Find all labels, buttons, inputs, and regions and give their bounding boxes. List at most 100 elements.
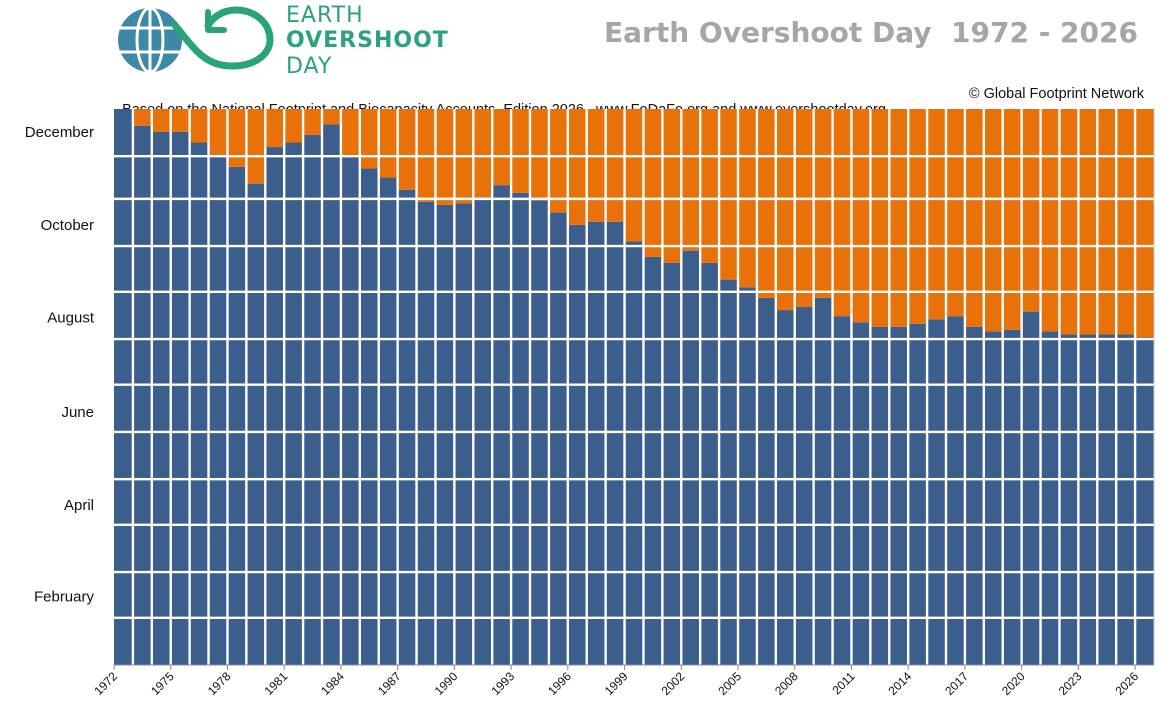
bar-before-2019 <box>1002 329 1022 665</box>
bar-before-2018 <box>983 331 1003 665</box>
bar-after-1981 <box>284 109 304 143</box>
bar-after-2002 <box>681 109 701 251</box>
bar-before-1982 <box>303 134 322 666</box>
bar-before-1987 <box>397 189 417 665</box>
credit-text: © Global Footprint Network <box>968 86 1144 102</box>
bar-after-2025 <box>1116 109 1136 335</box>
bar-after-1985 <box>359 109 379 169</box>
bar-before-1996 <box>567 224 587 665</box>
bar-after-2026 <box>1135 109 1154 338</box>
bar-before-2007 <box>775 310 795 665</box>
bar-before-1988 <box>416 201 436 666</box>
bar-before-1992 <box>492 185 512 666</box>
bar-after-1993 <box>511 109 530 193</box>
bar-after-1997 <box>586 109 606 222</box>
bar-before-2026 <box>1135 337 1154 665</box>
x-tick-label-1993: 1993 <box>488 669 517 698</box>
bar-before-2000 <box>643 256 663 665</box>
bar-after-1974 <box>151 109 171 132</box>
bars-layer <box>114 109 1154 666</box>
chart-title: Earth Overshoot Day 1972 - 2026 <box>604 16 1138 49</box>
bar-after-1977 <box>208 109 228 155</box>
x-tick-label-2020: 2020 <box>999 669 1028 698</box>
bar-after-2021 <box>1040 109 1060 332</box>
y-tick-label-april: April <box>64 497 94 514</box>
bar-before-2010 <box>832 316 852 665</box>
bar-before-1974 <box>151 131 171 666</box>
bar-before-2013 <box>889 326 909 665</box>
x-tick-label-2005: 2005 <box>715 669 744 698</box>
bar-before-2009 <box>813 297 833 665</box>
bar-before-2006 <box>756 297 776 665</box>
bar-after-2008 <box>794 109 814 308</box>
x-tick-label-2014: 2014 <box>886 669 915 698</box>
y-tick-label-june: June <box>61 404 94 421</box>
bar-after-1980 <box>265 109 285 148</box>
bar-after-1986 <box>378 109 398 178</box>
x-tick-label-1987: 1987 <box>375 669 404 698</box>
bar-after-1978 <box>227 109 247 167</box>
bar-before-2022 <box>1059 334 1079 665</box>
bar-after-2013 <box>889 109 909 327</box>
bar-after-2000 <box>643 109 663 257</box>
logo-line3: DAY <box>286 54 332 79</box>
bar-before-2002 <box>681 250 701 665</box>
bar-after-2006 <box>756 109 776 298</box>
grid-layer <box>114 109 1154 665</box>
x-tick-label-1975: 1975 <box>148 669 177 698</box>
bar-before-1980 <box>265 147 285 665</box>
bar-before-1990 <box>454 203 474 665</box>
x-tick-label-2011: 2011 <box>829 669 857 697</box>
x-tick-label-2008: 2008 <box>772 669 801 698</box>
bar-after-2009 <box>813 109 833 298</box>
bar-before-1973 <box>132 125 152 665</box>
bar-after-2022 <box>1059 109 1079 335</box>
y-tick-label-december: December <box>25 124 94 141</box>
globe-infinity-arrow-icon <box>118 6 274 74</box>
bar-after-2003 <box>700 109 720 263</box>
bar-before-2001 <box>662 262 682 665</box>
bar-before-1976 <box>189 142 209 665</box>
bar-before-1999 <box>624 241 644 665</box>
bar-after-1973 <box>132 109 152 126</box>
bar-before-1995 <box>548 212 568 665</box>
bar-before-1997 <box>586 221 606 666</box>
bar-after-1987 <box>397 109 417 190</box>
bar-before-2023 <box>1078 334 1098 665</box>
y-tick-label-february: February <box>34 588 95 605</box>
bar-after-2023 <box>1078 109 1098 335</box>
bar-before-1972 <box>114 109 133 665</box>
y-tick-label-august: August <box>47 310 95 327</box>
bar-after-1979 <box>246 109 266 184</box>
y-tick-label-october: October <box>41 217 94 234</box>
bar-after-1994 <box>530 109 549 201</box>
bar-after-2001 <box>662 109 682 263</box>
bar-after-2014 <box>908 109 928 324</box>
bar-after-2015 <box>927 109 946 320</box>
bar-after-1983 <box>322 109 341 125</box>
bar-before-2021 <box>1040 331 1060 665</box>
bar-before-1983 <box>322 124 341 665</box>
bar-after-1976 <box>189 109 209 143</box>
bar-after-2012 <box>870 109 890 327</box>
x-tick-label-1981: 1981 <box>262 669 291 698</box>
bar-before-2008 <box>794 307 814 665</box>
logo: EARTH OVERSHOOT DAY <box>118 3 448 79</box>
bar-before-2005 <box>738 287 757 665</box>
bar-before-2014 <box>908 323 928 665</box>
bar-before-1993 <box>511 192 530 665</box>
bar-before-2020 <box>1021 311 1041 665</box>
bar-before-1979 <box>246 183 266 665</box>
x-tick-label-2026: 2026 <box>1112 669 1141 698</box>
bar-after-2019 <box>1002 109 1022 330</box>
bar-before-2011 <box>851 322 871 665</box>
bar-before-2016 <box>946 316 965 665</box>
bar-after-1991 <box>473 109 493 198</box>
bar-before-1989 <box>435 204 455 666</box>
x-tick-label-2023: 2023 <box>1056 669 1085 698</box>
bar-before-2015 <box>927 319 946 665</box>
bar-before-1985 <box>359 168 379 666</box>
bar-before-2017 <box>964 326 984 665</box>
bar-before-1984 <box>340 156 360 665</box>
x-tick-label-2002: 2002 <box>659 669 688 698</box>
